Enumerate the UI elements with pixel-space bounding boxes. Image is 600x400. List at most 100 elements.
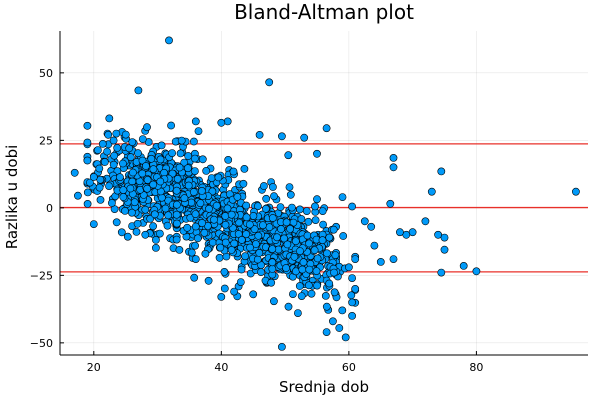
data-point <box>83 121 92 130</box>
data-point <box>270 192 278 201</box>
data-point <box>296 247 304 255</box>
data-point <box>155 229 164 238</box>
data-point <box>221 212 230 220</box>
data-point <box>313 195 321 204</box>
data-point <box>119 159 127 168</box>
data-point <box>109 160 118 169</box>
tick-labels: 20 40 60 80 −50 −25 0 25 50 <box>30 67 484 374</box>
data-point <box>126 184 135 193</box>
data-point <box>287 203 296 212</box>
data-point <box>173 174 182 183</box>
data-point <box>172 219 181 228</box>
data-point <box>103 147 111 156</box>
data-point <box>74 191 82 200</box>
data-point <box>201 249 210 258</box>
data-point <box>347 291 356 300</box>
data-point <box>83 188 92 197</box>
data-point <box>164 211 173 220</box>
y-tick-label: 50 <box>39 67 53 80</box>
data-point <box>117 228 126 237</box>
data-point <box>104 130 113 139</box>
data-point <box>130 198 139 207</box>
data-point <box>172 235 181 244</box>
data-point <box>189 137 198 146</box>
data-point <box>280 234 288 243</box>
data-point <box>319 220 327 229</box>
data-point <box>351 284 360 293</box>
data-point <box>341 333 350 342</box>
data-point <box>389 153 398 162</box>
data-point <box>95 164 104 173</box>
data-point <box>288 290 297 298</box>
x-tick-label: 60 <box>342 361 356 374</box>
y-tick-label: −50 <box>30 337 53 350</box>
data-point <box>230 287 238 296</box>
data-point <box>121 206 129 215</box>
data-point <box>70 168 79 177</box>
data-point <box>176 149 185 158</box>
data-point <box>284 151 293 160</box>
data-point <box>191 210 200 218</box>
data-point <box>421 217 430 226</box>
data-point <box>229 167 238 176</box>
data-point <box>318 207 327 215</box>
data-point <box>305 265 314 274</box>
data-point <box>313 254 322 263</box>
data-point <box>221 238 230 247</box>
data-point <box>149 180 158 189</box>
data-point <box>223 204 232 213</box>
data-point <box>143 123 151 132</box>
data-point <box>440 233 449 242</box>
data-point <box>437 268 446 277</box>
data-point <box>257 268 265 276</box>
data-point <box>108 199 116 207</box>
data-point <box>143 184 152 193</box>
data-point <box>242 213 251 222</box>
data-point <box>253 202 262 211</box>
data-point <box>273 233 281 242</box>
data-point <box>183 164 192 173</box>
data-point <box>348 202 356 211</box>
data-point <box>370 241 379 250</box>
data-point <box>386 199 395 208</box>
data-point <box>268 245 277 253</box>
data-point <box>189 188 198 196</box>
axes <box>59 31 588 356</box>
data-point <box>138 169 147 178</box>
data-point <box>180 158 189 167</box>
data-point <box>150 210 159 219</box>
data-point <box>214 173 223 182</box>
data-point <box>191 241 199 250</box>
data-point <box>210 215 218 224</box>
data-point <box>190 273 199 282</box>
data-point <box>268 264 277 273</box>
data-point <box>331 251 340 259</box>
y-axis-label: Razlika u dobi <box>3 145 21 250</box>
data-point <box>242 201 251 210</box>
data-point <box>259 182 268 190</box>
data-point <box>348 298 356 307</box>
data-point <box>572 187 580 196</box>
data-point <box>141 205 150 214</box>
data-point <box>157 141 166 150</box>
data-point <box>304 281 313 290</box>
data-point <box>312 267 321 275</box>
data-point <box>249 211 258 220</box>
data-point <box>236 278 245 286</box>
data-point <box>291 267 300 276</box>
data-point <box>193 234 202 243</box>
data-point <box>128 168 137 177</box>
data-point <box>172 186 181 195</box>
data-point <box>233 192 242 201</box>
data-point <box>119 193 128 201</box>
data-point <box>329 225 338 234</box>
data-point <box>165 36 173 45</box>
data-point <box>105 182 113 190</box>
data-point <box>172 210 181 219</box>
data-point <box>305 239 313 248</box>
data-point <box>200 228 209 237</box>
data-point <box>255 130 264 139</box>
data-point <box>141 230 150 239</box>
data-point <box>110 151 119 160</box>
data-point <box>175 163 184 172</box>
